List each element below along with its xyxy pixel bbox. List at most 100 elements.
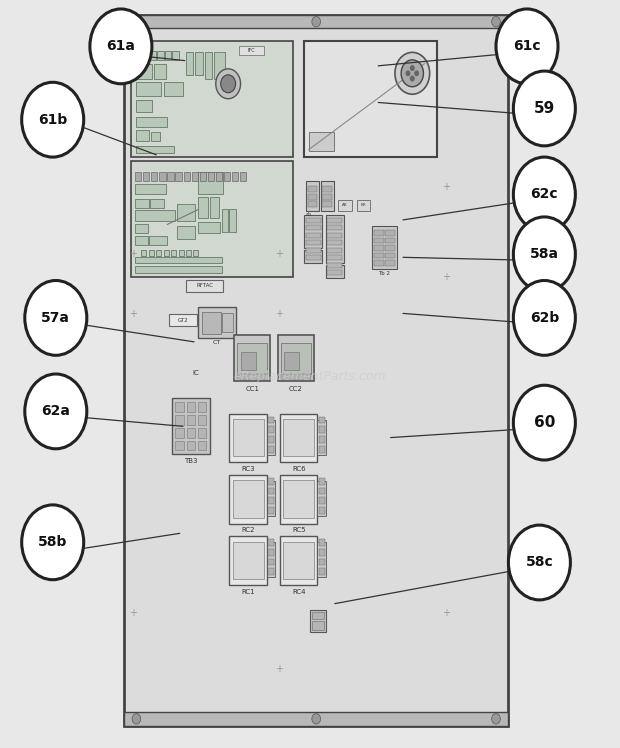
Bar — [193, 250, 198, 256]
Bar — [232, 419, 264, 456]
Bar — [135, 210, 175, 221]
Bar — [192, 172, 198, 181]
Bar — [135, 172, 141, 181]
Circle shape — [22, 82, 84, 157]
Bar — [385, 230, 395, 236]
Bar — [208, 172, 214, 181]
Bar — [157, 51, 164, 60]
Bar — [281, 343, 311, 374]
Bar — [319, 446, 325, 453]
Bar — [267, 542, 275, 577]
Text: 61c: 61c — [513, 40, 541, 53]
Bar — [195, 52, 203, 75]
Bar — [268, 507, 274, 514]
Bar — [198, 428, 206, 438]
Circle shape — [132, 714, 141, 724]
Bar — [186, 250, 191, 256]
Bar — [131, 41, 293, 157]
Bar — [268, 549, 274, 556]
Bar — [232, 542, 264, 579]
Text: 58c: 58c — [526, 556, 553, 569]
Bar — [187, 415, 195, 425]
Bar — [268, 568, 274, 575]
Bar — [327, 233, 342, 238]
Circle shape — [312, 16, 321, 27]
Bar — [141, 250, 146, 256]
Bar — [172, 51, 179, 60]
Bar — [267, 420, 275, 455]
Bar — [319, 488, 325, 494]
Bar — [136, 100, 152, 112]
Bar — [319, 559, 325, 565]
Circle shape — [25, 374, 87, 449]
Bar — [198, 441, 206, 450]
Text: 62b: 62b — [529, 311, 559, 325]
Bar — [165, 51, 171, 60]
Bar — [198, 307, 236, 338]
Bar — [229, 209, 236, 232]
Bar — [280, 414, 317, 462]
Bar — [159, 172, 166, 181]
Text: ab: ab — [306, 212, 312, 217]
Circle shape — [132, 16, 141, 27]
Text: RFTAC: RFTAC — [196, 283, 213, 288]
Bar — [143, 51, 149, 60]
Bar — [308, 201, 317, 207]
Bar — [385, 253, 395, 258]
Text: TB3: TB3 — [184, 458, 198, 464]
Bar — [338, 200, 352, 211]
Circle shape — [414, 70, 419, 76]
Bar — [210, 197, 219, 218]
Text: +: + — [443, 272, 450, 282]
Text: 59: 59 — [534, 101, 555, 116]
Bar — [229, 536, 267, 585]
Bar — [280, 475, 317, 524]
Bar — [232, 172, 238, 181]
Bar — [309, 132, 334, 151]
Circle shape — [508, 525, 570, 600]
Text: AR: AR — [342, 203, 348, 207]
Bar — [372, 226, 397, 269]
Bar — [327, 225, 342, 230]
Bar — [136, 146, 174, 153]
Circle shape — [492, 16, 500, 27]
Bar — [136, 117, 167, 127]
Bar — [267, 481, 275, 516]
Text: GT2: GT2 — [177, 318, 188, 322]
Bar — [306, 233, 321, 238]
Text: CT: CT — [213, 340, 221, 345]
Bar — [268, 426, 274, 433]
Text: IFC: IFC — [247, 49, 255, 53]
Text: +: + — [275, 249, 283, 260]
Text: +: + — [130, 608, 137, 619]
Bar — [374, 260, 384, 266]
Bar — [327, 263, 342, 268]
Bar — [222, 313, 233, 332]
Text: 61a: 61a — [107, 40, 135, 53]
Bar — [164, 250, 169, 256]
Bar — [283, 480, 314, 518]
Bar — [198, 197, 208, 218]
Bar — [200, 172, 206, 181]
Bar — [175, 402, 184, 412]
Bar — [131, 161, 293, 277]
Circle shape — [312, 714, 321, 724]
Bar — [229, 475, 267, 524]
Bar — [374, 245, 384, 251]
Bar — [312, 612, 324, 619]
Bar — [327, 255, 342, 260]
Text: IC: IC — [192, 370, 198, 375]
Bar — [319, 417, 325, 423]
Bar — [136, 130, 149, 141]
Bar — [308, 186, 317, 192]
Circle shape — [221, 75, 236, 93]
Bar — [202, 312, 221, 334]
Bar — [171, 250, 176, 256]
Bar — [164, 82, 183, 96]
Text: 60: 60 — [534, 415, 555, 430]
Bar — [151, 132, 160, 141]
Bar — [135, 51, 141, 60]
Bar — [214, 52, 225, 79]
Circle shape — [496, 9, 558, 84]
Circle shape — [513, 280, 575, 355]
